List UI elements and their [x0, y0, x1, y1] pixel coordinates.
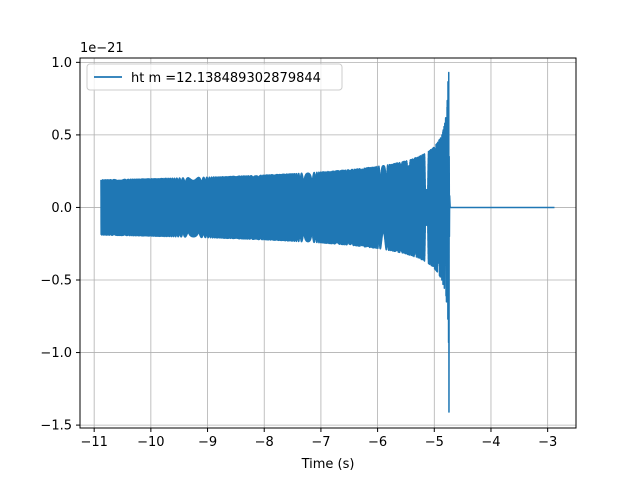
x-tick-label: −4	[481, 435, 500, 450]
x-tick-label: −3	[538, 435, 557, 450]
series-ht-line	[100, 71, 555, 413]
y-tick-label: 1.0	[51, 56, 72, 71]
x-tick-label: −7	[311, 435, 330, 450]
y-tick-label: −0.5	[40, 274, 72, 289]
x-tick-label: −6	[368, 435, 387, 450]
x-tick-label: −11	[80, 435, 107, 450]
axes-frame	[79, 57, 577, 429]
x-tick-label: −10	[137, 435, 164, 450]
y-axis-scale-label: 1e−21	[80, 41, 124, 56]
legend: ht m =12.138489302879844	[86, 63, 343, 91]
y-tick-label: 0.0	[51, 201, 72, 216]
x-tick-label: −8	[255, 435, 274, 450]
legend-entry-ht: ht m =12.138489302879844	[131, 71, 321, 86]
x-tick-label: −9	[198, 435, 217, 450]
y-tick-label: −1.0	[40, 346, 72, 361]
x-axis-label: Time (s)	[301, 457, 355, 472]
legend-box	[86, 63, 343, 91]
x-tick-label: −5	[425, 435, 444, 450]
y-axis-ticks: −1.5 −1.0 −0.5 0.0 0.5 1.0	[40, 56, 80, 434]
x-axis-ticks: −11 −10 −9 −8 −7 −6 −5 −4 −3	[80, 428, 557, 450]
y-tick-label: 0.5	[51, 128, 72, 143]
series-ht-path	[100, 71, 555, 413]
y-tick-label: −1.5	[40, 419, 72, 434]
